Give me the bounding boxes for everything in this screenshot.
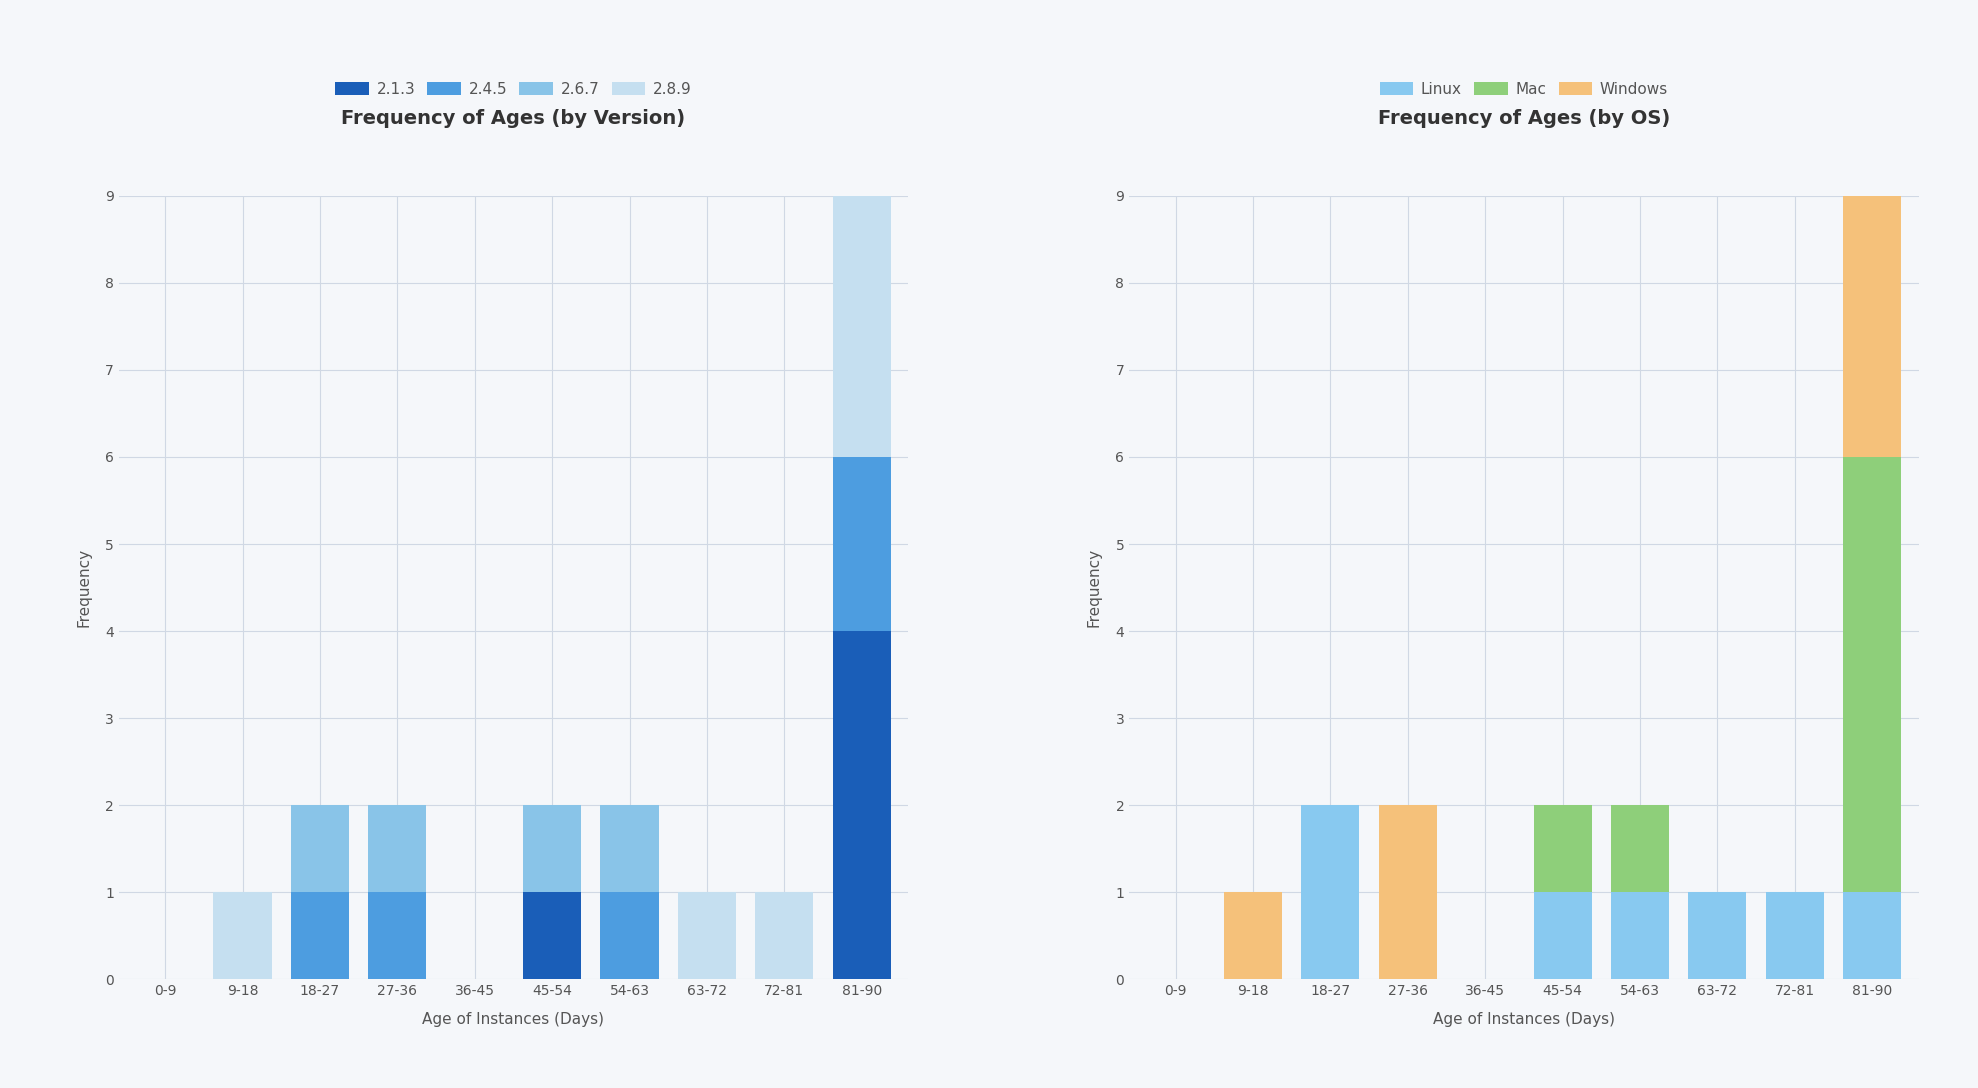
Bar: [1843, 457, 1901, 892]
Bar: [291, 805, 348, 892]
Bar: [833, 196, 890, 457]
X-axis label: Age of Instances (Days): Age of Instances (Days): [423, 1012, 605, 1027]
Bar: [1224, 892, 1282, 979]
Y-axis label: Frequency: Frequency: [1086, 548, 1102, 627]
Title: Frequency of Ages (by Version): Frequency of Ages (by Version): [342, 109, 686, 127]
Title: Frequency of Ages (by OS): Frequency of Ages (by OS): [1379, 109, 1669, 127]
Legend: Linux, Mac, Windows: Linux, Mac, Windows: [1381, 82, 1667, 97]
Y-axis label: Frequency: Frequency: [75, 548, 91, 627]
Bar: [522, 805, 582, 892]
Bar: [678, 892, 736, 979]
Bar: [1843, 892, 1901, 979]
Bar: [1610, 805, 1669, 892]
X-axis label: Age of Instances (Days): Age of Instances (Days): [1432, 1012, 1614, 1027]
Bar: [601, 805, 659, 892]
Bar: [368, 805, 427, 892]
Legend: 2.1.3, 2.4.5, 2.6.7, 2.8.9: 2.1.3, 2.4.5, 2.6.7, 2.8.9: [334, 82, 692, 97]
Bar: [833, 631, 890, 979]
Bar: [1533, 805, 1592, 892]
Bar: [1533, 892, 1592, 979]
Bar: [368, 892, 427, 979]
Bar: [214, 892, 271, 979]
Bar: [833, 457, 890, 631]
Bar: [601, 892, 659, 979]
Bar: [1689, 892, 1747, 979]
Bar: [1610, 892, 1669, 979]
Bar: [756, 892, 813, 979]
Bar: [291, 892, 348, 979]
Bar: [1302, 805, 1359, 979]
Bar: [1843, 196, 1901, 457]
Bar: [1766, 892, 1824, 979]
Bar: [522, 892, 582, 979]
Bar: [1379, 805, 1436, 979]
